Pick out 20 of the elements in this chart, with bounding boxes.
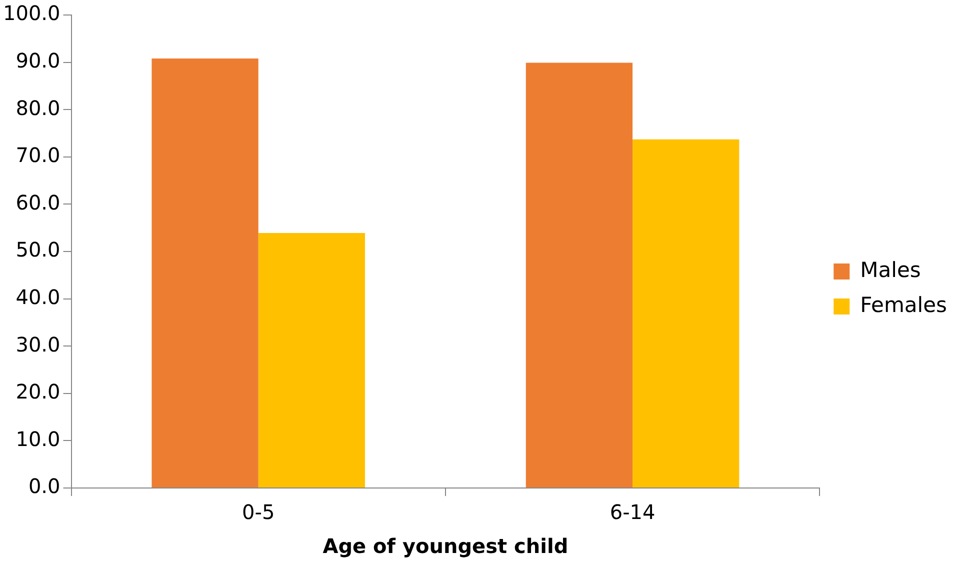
y-tick-label: 40.0: [16, 285, 60, 310]
bar: [632, 139, 740, 488]
y-tick-label: 20.0: [16, 380, 60, 404]
bar: [258, 233, 365, 488]
y-tick-label: 90.0: [16, 48, 60, 73]
legend-label: Males: [860, 258, 921, 282]
y-tick-label: 10.0: [16, 426, 60, 451]
x-tick-label: 0-5: [242, 500, 275, 524]
y-tick-label: 30.0: [16, 332, 60, 356]
y-tick-label: 50.0: [16, 238, 60, 262]
x-axis-title: Age of youngest child: [322, 534, 568, 558]
bar: [152, 58, 258, 488]
y-tick-label: 80.0: [16, 96, 60, 120]
y-tick-label: 100.0: [2, 1, 60, 26]
legend-label: Females: [860, 292, 948, 317]
y-tick-label: 0.0: [28, 474, 60, 498]
y-tick-label: 60.0: [16, 190, 60, 214]
y-tick-label: 70.0: [16, 143, 60, 168]
bar: [526, 62, 633, 488]
x-tick-label: 6-14: [610, 500, 656, 524]
